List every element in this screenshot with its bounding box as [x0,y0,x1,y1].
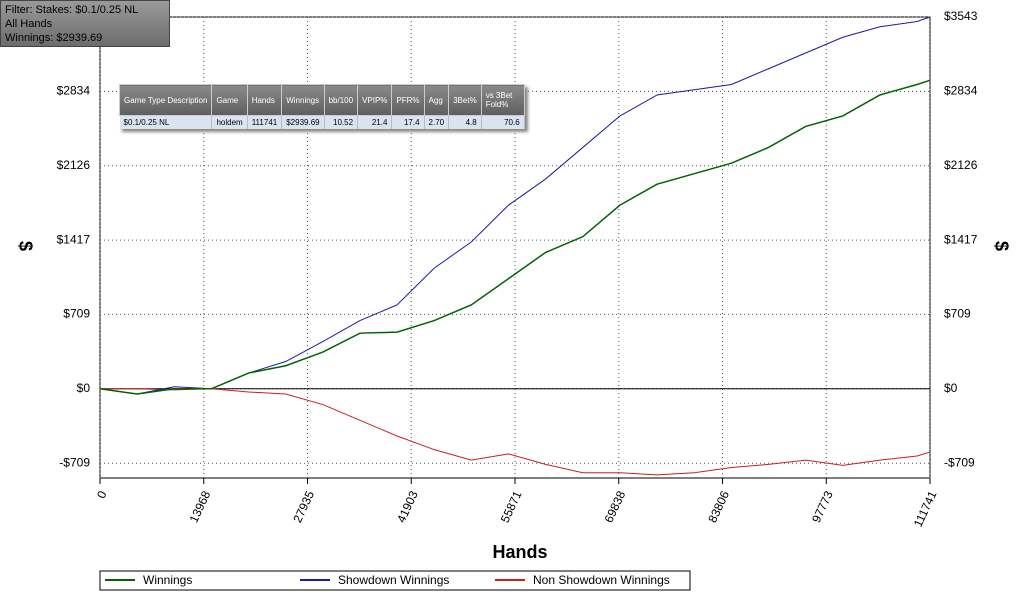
table-cell: 70.6 [481,115,525,129]
table-cell: holdem [211,115,248,129]
y-tick-label: $2834 [57,84,91,98]
y-tick-label: $0 [77,381,91,395]
table-cell: 2.70 [424,115,450,129]
y2-tick-label: $0 [944,381,958,395]
legend [99,570,691,591]
filter-box: Filter: Stakes: $0.1/0.25 NL All Hands Win… [0,0,170,47]
column-header: Hands [246,84,283,116]
y2-axis-title: $ [991,241,1011,251]
column-header: 3Bet% [448,84,482,116]
table-cell: $2939.69 [281,115,325,129]
column-header: bb/100 [323,84,359,116]
legend-label: Non Showdown Winnings [533,573,670,587]
y2-tick-label: $2834 [944,84,978,98]
table-cell: 4.8 [448,115,482,129]
stats-table: Game Type Description Game Hands Winnings bb… [118,84,525,129]
filter-line: All Hands [5,18,53,30]
column-header: vs 3Bet Fold% [480,84,525,116]
column-header: Winnings [281,84,325,116]
y2-tick-label: $3543 [944,9,978,23]
filter-line: Filter: Stakes: $0.1/0.25 NL [5,4,139,16]
y-tick-label: $1417 [57,232,91,246]
table-cell: 21.4 [357,115,393,129]
table-cell: 10.52 [324,115,359,129]
column-header: Agg [423,84,450,116]
filter-line: Winnings: $2939.69 [5,32,103,44]
y-axis-title: $ [15,241,35,251]
legend-label: Showdown Winnings [338,573,449,587]
y2-tick-label: $709 [944,307,971,321]
y2-tick-label: -$709 [944,455,975,469]
series-line [99,79,931,395]
y-tick-label: $2126 [57,158,91,172]
series-line [100,388,931,476]
column-header: Game [211,84,248,116]
table-cell: $0.1/0.25 NL [119,115,213,129]
y2-tick-label: $1417 [944,232,978,246]
column-header: Game Type Description [118,84,213,116]
y-tick-label: -$709 [59,455,90,469]
y-tick-label: $709 [63,307,90,321]
x-axis-title: Hands [492,542,547,562]
column-header: PFR% [391,84,425,116]
column-header: VPIP% [357,84,393,116]
legend-label: Winnings [143,573,192,587]
y2-tick-label: $2126 [944,158,978,172]
table-cell: 17.4 [391,115,425,129]
table-cell: 111741 [247,115,283,129]
